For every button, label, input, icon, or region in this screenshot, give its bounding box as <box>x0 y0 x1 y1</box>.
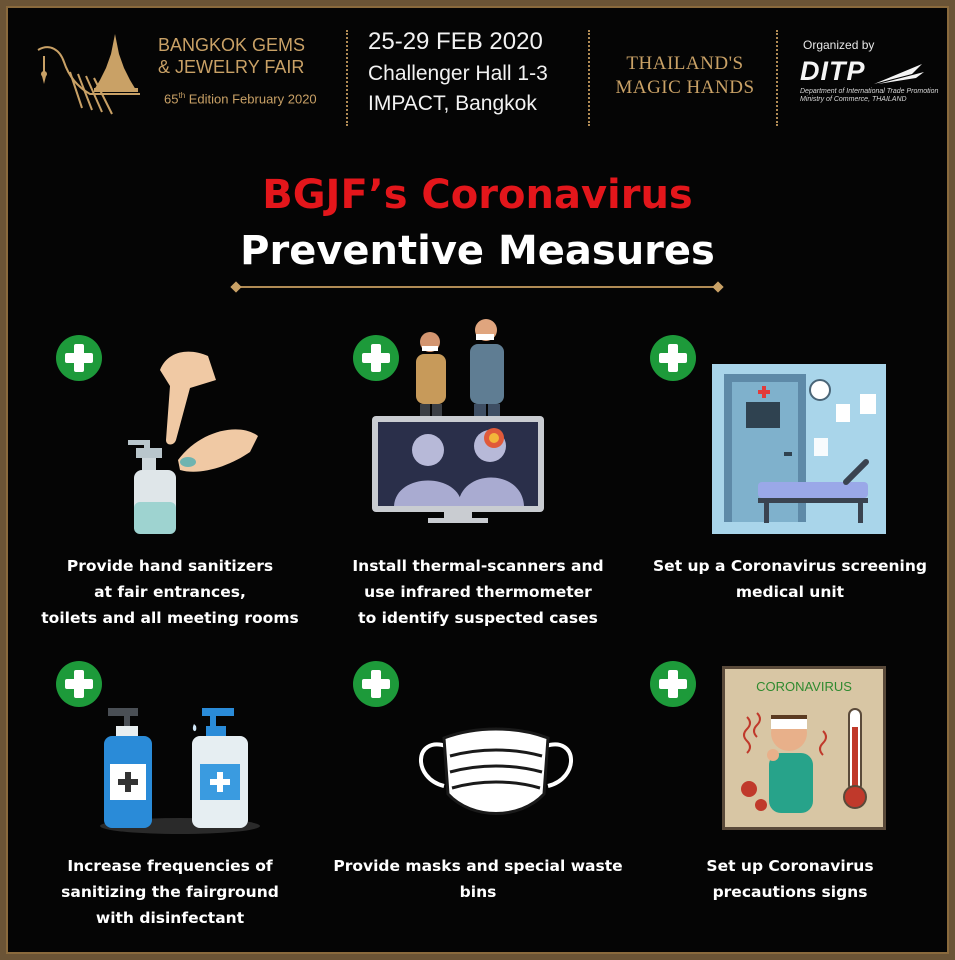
plus-badge-icon <box>650 335 696 381</box>
measure-caption: Set up a Coronavirus screening medical u… <box>640 553 940 605</box>
header-divider <box>776 30 778 126</box>
measure-caption-line: Provide hand sanitizers <box>66 557 274 575</box>
measure-caption-line: sanitizing the fairground <box>61 883 279 901</box>
measure-caption-line: Provide masks and special waste bins <box>333 857 623 901</box>
disinfectant-bottles-icon <box>100 708 260 834</box>
header-divider <box>346 30 348 126</box>
edition-text: Edition February 2020 <box>185 91 317 107</box>
measure-caption-line: Set up a Coronavirus screening <box>653 557 927 575</box>
plus-badge-icon <box>56 335 102 381</box>
event-venue: IMPACT, Bangkok <box>368 92 537 115</box>
header-divider <box>588 30 590 126</box>
plus-badge-icon <box>56 661 102 707</box>
title-line1: BGJF’s Coronavirus <box>262 172 693 218</box>
face-mask-icon <box>419 727 573 815</box>
organizer-label: Organized by <box>803 38 875 52</box>
sign-label: CORONAVIRUS <box>756 679 852 694</box>
measure-caption: Provide masks and special waste bins <box>323 853 633 905</box>
fair-name-line2: & JEWELRY FAIR <box>158 57 305 77</box>
title-line2: Preventive Measures <box>240 228 715 274</box>
measure-caption-line: at fair entrances, <box>94 583 246 601</box>
medical-room-icon <box>712 364 886 534</box>
measure-caption-line: Increase frequencies of <box>67 857 273 875</box>
event-date: 25-29 FEB 2020 <box>368 28 543 55</box>
measure-caption-line: Set up Coronavirus <box>706 857 874 875</box>
edition-suffix: th <box>178 91 186 100</box>
organizer-name: DITP <box>800 56 866 86</box>
measure-caption-line: with disinfectant <box>95 909 245 927</box>
measure-caption-line: to identify suspected cases <box>358 609 598 627</box>
fair-name-line1: BANGKOK GEMS <box>158 35 306 55</box>
measure-caption-line: toilets and all meeting rooms <box>41 609 299 627</box>
measure-caption: Provide hand sanitizers at fair entrance… <box>30 553 310 631</box>
organizer-sub1: Department of International Trade Promot… <box>800 88 939 95</box>
plus-badge-icon <box>353 335 399 381</box>
sick-person-thermometer-icon <box>741 708 867 813</box>
organizer-subtitle: Department of International Trade Promot… <box>800 88 938 104</box>
measure-caption: Set up Coronavirus precautions signs <box>640 853 940 905</box>
fair-edition: 65th Edition February 2020 <box>164 91 317 106</box>
measure-caption-line: use infrared thermometer <box>364 583 592 601</box>
thermal-scanner-icon <box>372 319 544 523</box>
plus-badge-icon <box>353 661 399 707</box>
ditp-swoosh-icon <box>874 64 924 84</box>
golden-boat-temple-logo <box>37 34 140 115</box>
slogan-line2: MAGIC HANDS <box>615 77 755 98</box>
precaution-sign: CORONAVIRUS <box>722 666 886 830</box>
plus-badge-icon <box>650 661 696 707</box>
fair-name: BANGKOK GEMS & JEWELRY FAIR <box>158 34 305 78</box>
event-hall: Challenger Hall 1-3 <box>368 62 548 85</box>
measure-caption-line: Install thermal-scanners and <box>352 557 604 575</box>
measure-caption-line: medical unit <box>735 583 845 601</box>
hand-sanitizer-icon <box>128 351 258 534</box>
organizer-sub2: Ministry of Commerce, THAILAND <box>800 96 907 103</box>
slogan-line1: THAILAND'S <box>626 53 744 74</box>
measure-caption: Install thermal-scanners and use infrare… <box>328 553 628 631</box>
slogan: THAILAND'S MAGIC HANDS <box>600 52 770 100</box>
edition-number: 65 <box>164 91 179 107</box>
measure-caption-line: precautions signs <box>712 883 868 901</box>
measure-caption: Increase frequencies of sanitizing the f… <box>30 853 310 931</box>
title-divider <box>236 286 718 288</box>
